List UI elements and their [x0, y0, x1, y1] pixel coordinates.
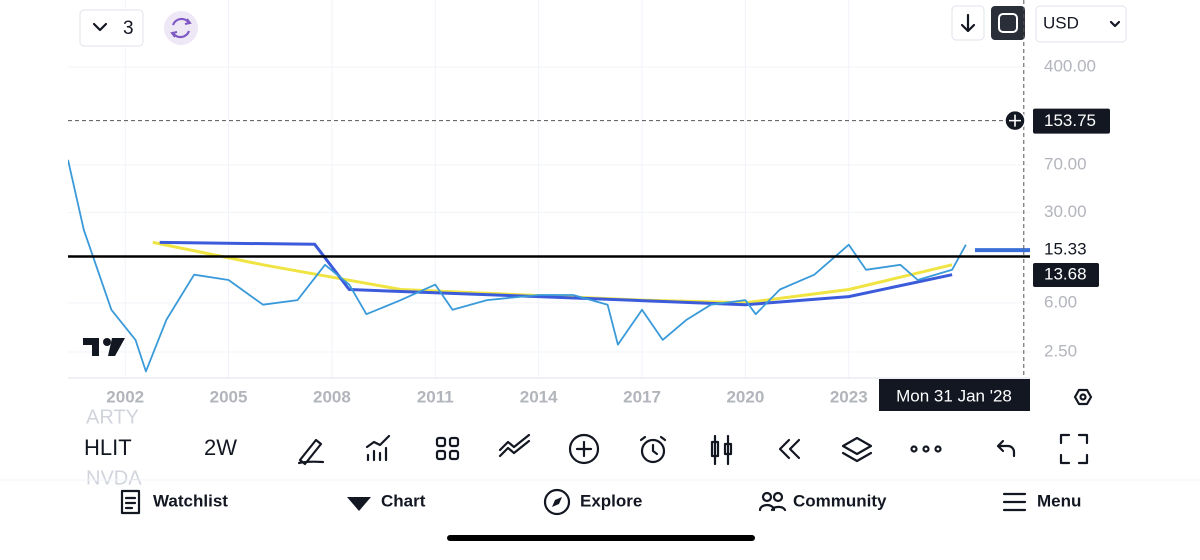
interval[interactable]: 2W — [204, 435, 237, 460]
x-tick-label: 2014 — [520, 387, 558, 406]
currency-dropdown[interactable]: USD — [1035, 5, 1127, 43]
series-line — [159, 240, 953, 307]
interval-count: 3 — [123, 18, 134, 39]
x-tick-label: 2008 — [313, 387, 351, 406]
x-tick-label: 2017 — [623, 387, 661, 406]
series-line — [68, 159, 967, 373]
nav-label: Menu — [1037, 491, 1081, 510]
nav-label: Explore — [580, 491, 642, 510]
x-tick-label: 2020 — [726, 387, 764, 406]
price-tag — [1033, 263, 1099, 287]
replay[interactable] — [778, 438, 801, 460]
y-tick-label: 30.00 — [1044, 202, 1087, 221]
nav-label: Watchlist — [153, 491, 228, 510]
price-label: 15.33 — [1044, 240, 1087, 259]
undo[interactable] — [996, 439, 1016, 458]
chart-style[interactable] — [710, 434, 733, 466]
scroll-down-button[interactable] — [951, 5, 985, 41]
x-tick-label: 2002 — [106, 387, 144, 406]
symbol-bar-bg — [0, 424, 1200, 472]
time-tag — [879, 379, 1030, 411]
nav-label: Chart — [381, 491, 426, 510]
nav-watchlist[interactable]: Watchlist — [120, 489, 228, 515]
series-line — [152, 240, 953, 305]
y-tick-label: 70.00 — [1044, 154, 1087, 173]
price-tag-label: 13.68 — [1044, 264, 1087, 283]
more[interactable] — [910, 445, 942, 453]
y-tick-label: 2.50 — [1044, 341, 1077, 360]
sync-button[interactable] — [164, 11, 198, 45]
crosshair-price-label: 153.75 — [1044, 111, 1096, 130]
tradingview-logo — [83, 338, 125, 356]
nav-chart[interactable]: Chart — [347, 491, 426, 511]
fullscreen-button[interactable] — [991, 6, 1025, 40]
nav-community[interactable]: Community — [758, 491, 887, 512]
x-tick-label: 2023 — [830, 387, 868, 406]
y-tick-label: 400.00 — [1044, 56, 1096, 75]
layers[interactable] — [841, 436, 873, 463]
y-tick-label: 6.00 — [1044, 292, 1077, 311]
interval-button[interactable]: 3 — [79, 9, 144, 47]
home-indicator — [447, 535, 755, 541]
prev-symbol[interactable]: ARTY — [86, 406, 139, 428]
nav-explore[interactable]: Explore — [543, 488, 642, 516]
nav-menu[interactable]: Menu — [1002, 491, 1081, 512]
indicators[interactable] — [365, 434, 391, 462]
plot-area — [68, 159, 1030, 373]
settings-button[interactable] — [1073, 388, 1093, 406]
x-tick-label: 2005 — [210, 387, 248, 406]
alert[interactable] — [639, 435, 667, 464]
templates[interactable] — [435, 436, 460, 461]
grid — [68, 0, 1030, 378]
x-tick-label: 2011 — [417, 387, 454, 406]
add-symbol[interactable] — [568, 433, 600, 465]
currency: USD — [1043, 13, 1079, 32]
crosshair-add-plus — [1009, 114, 1021, 127]
symbol[interactable]: HLIT — [84, 435, 132, 460]
crosshair-time-label: Mon 31 Jan '28 — [896, 386, 1012, 405]
drawing-tools[interactable] — [297, 438, 325, 466]
price-tag — [1033, 108, 1110, 134]
fullscreen[interactable] — [1059, 433, 1089, 465]
next-symbol[interactable]: NVDA — [86, 467, 142, 489]
nav-label: Community — [793, 491, 887, 510]
compare[interactable] — [498, 433, 531, 458]
